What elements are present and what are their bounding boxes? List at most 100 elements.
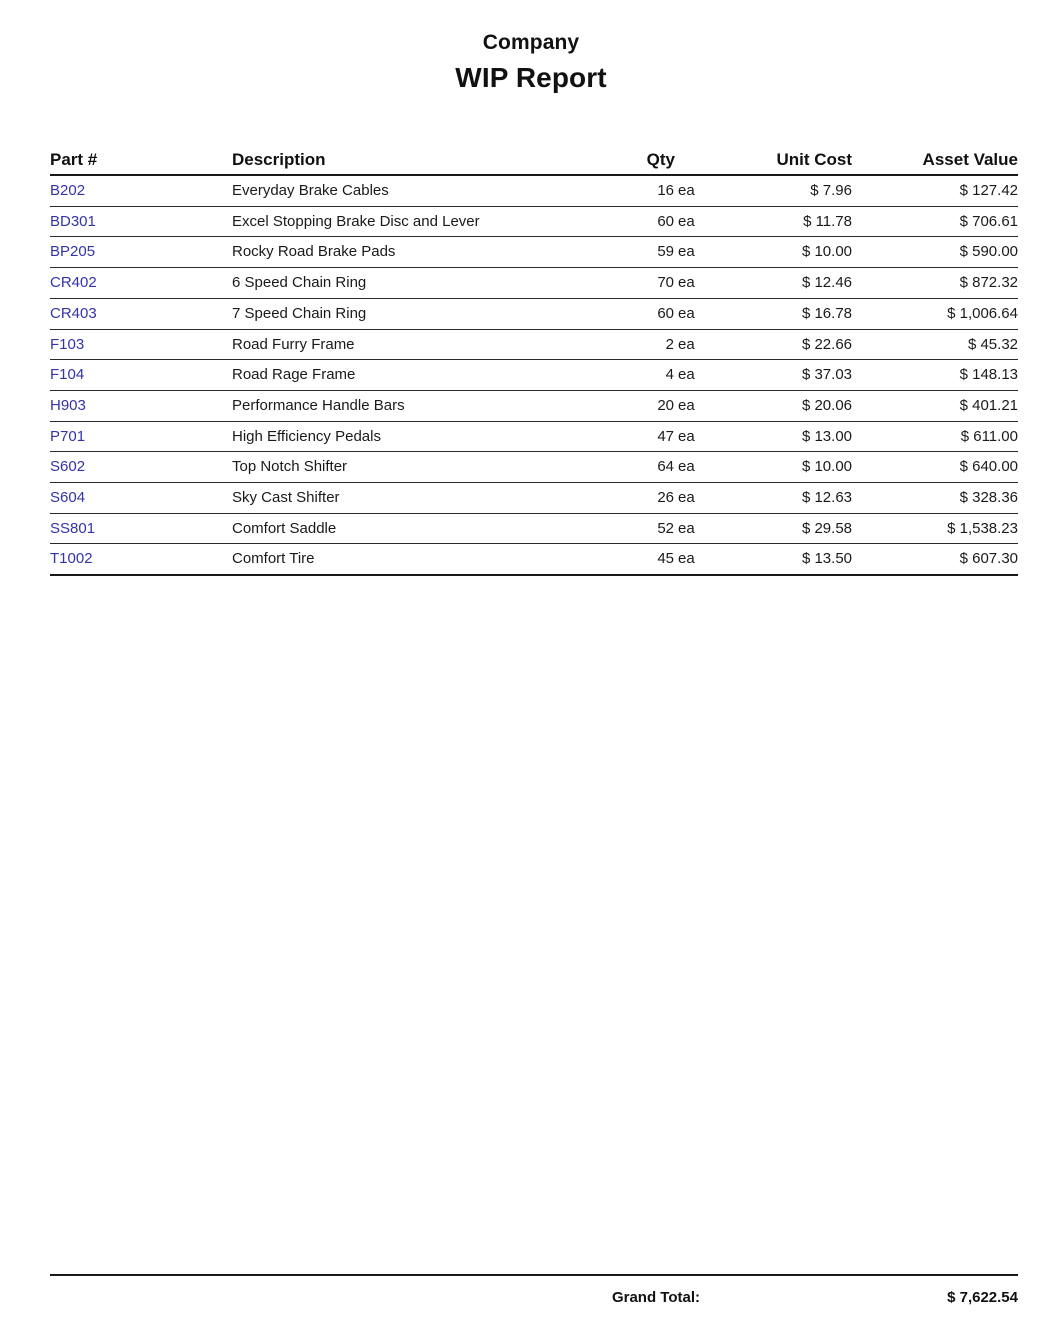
qty-unit: ea: [678, 427, 695, 445]
cell-part-number[interactable]: CR402: [50, 267, 227, 299]
cell-asset-value: $ 611.00: [852, 421, 1018, 453]
qty-unit: ea: [678, 366, 695, 384]
cell-asset-value: $ 127.42: [852, 175, 1018, 207]
cell-part-number[interactable]: CR403: [50, 298, 227, 330]
cell-part-number[interactable]: F103: [50, 329, 227, 361]
table-row: B202 Everyday Brake Cables 16 ea $ 7.96 $ 127…: [50, 175, 1018, 207]
table-header: Part # Description Qty Unit Cost Asset V…: [50, 146, 1018, 176]
cell-qty: 59 ea: [567, 236, 712, 269]
cell-description: Comfort Tire: [227, 543, 567, 577]
cell-unit-cost: $ 11.78: [712, 206, 852, 238]
cell-asset-value: $ 872.32: [852, 267, 1018, 299]
table-row: BD301 Excel Stopping Brake Disc and Lever…: [50, 206, 1018, 238]
cell-part-number[interactable]: P701: [50, 421, 227, 453]
cell-description: Performance Handle Bars: [227, 390, 567, 422]
cell-part-number[interactable]: H903: [50, 390, 227, 422]
cell-asset-value: $ 328.36: [852, 482, 1018, 514]
qty-unit: ea: [678, 304, 695, 322]
table-row: S602 Top Notch Shifter 64 ea $ 10.00 $ 640.00: [50, 451, 1018, 484]
cell-unit-cost: $ 22.66: [712, 329, 852, 361]
qty-unit: ea: [678, 458, 695, 476]
cell-unit-cost: $ 37.03: [712, 359, 852, 391]
cell-part-number[interactable]: B202: [50, 175, 227, 207]
cell-part-number[interactable]: S604: [50, 482, 227, 514]
cell-asset-value: $ 148.13: [852, 359, 1018, 391]
wip-report-table: Part # Description Qty Unit Cost Asset V…: [50, 146, 1018, 577]
cell-qty: 26 ea: [567, 482, 712, 514]
table-row: F103 Road Furry Frame 2 ea $ 22.66 $ 45.32: [50, 329, 1018, 361]
column-header-unit-cost: Unit Cost: [712, 146, 852, 176]
grand-total-value: $ 7,622.54: [947, 1288, 1018, 1306]
cell-description: 7 Speed Chain Ring: [227, 298, 567, 330]
qty-value: 47: [657, 427, 674, 445]
table-row: BP205 Rocky Road Brake Pads 59 ea $ 10.00 $ 5…: [50, 236, 1018, 269]
qty-value: 16: [657, 182, 674, 199]
report-header: Company WIP Report: [0, 30, 1062, 96]
table-row: CR402 6 Speed Chain Ring 70 ea $ 12.46 $ 872.…: [50, 267, 1018, 299]
cell-part-number[interactable]: BP205: [50, 236, 227, 269]
cell-asset-value: $ 1,538.23: [852, 513, 1018, 545]
table-row: S604 Sky Cast Shifter 26 ea $ 12.63 $ 328.36: [50, 482, 1018, 514]
cell-asset-value: $ 607.30: [852, 543, 1018, 577]
qty-unit: ea: [678, 396, 695, 414]
cell-unit-cost: $ 10.00: [712, 236, 852, 269]
cell-qty: 20 ea: [567, 390, 712, 422]
cell-qty: 52 ea: [567, 513, 712, 545]
table-row: P701 High Efficiency Pedals 47 ea $ 13.00 $ 6…: [50, 421, 1018, 453]
cell-description: 6 Speed Chain Ring: [227, 267, 567, 299]
qty-unit: ea: [678, 489, 695, 507]
qty-value: 60: [657, 304, 674, 322]
qty-value: 59: [657, 243, 674, 261]
qty-unit: ea: [678, 212, 695, 230]
table-row: CR403 7 Speed Chain Ring 60 ea $ 16.78 $ 1,00…: [50, 298, 1018, 330]
cell-part-number[interactable]: S602: [50, 451, 227, 484]
cell-asset-value: $ 401.21: [852, 390, 1018, 422]
cell-description: Road Rage Frame: [227, 359, 567, 391]
cell-part-number[interactable]: T1002: [50, 543, 227, 577]
cell-unit-cost: $ 12.46: [712, 267, 852, 299]
cell-qty: 47 ea: [567, 421, 712, 453]
column-header-asset-value: Asset Value: [852, 146, 1018, 176]
cell-qty: 4 ea: [567, 359, 712, 391]
cell-qty: 60 ea: [567, 298, 712, 330]
cell-qty: 16 ea: [567, 175, 712, 207]
qty-value: 26: [657, 489, 674, 507]
grand-total-section: Grand Total: $ 7,622.54: [50, 1274, 1018, 1312]
cell-qty: 2 ea: [567, 329, 712, 361]
cell-description: Top Notch Shifter: [227, 451, 567, 484]
column-header-qty: Qty: [567, 146, 712, 176]
cell-unit-cost: $ 13.00: [712, 421, 852, 453]
qty-value: 52: [657, 519, 674, 537]
cell-description: Road Furry Frame: [227, 329, 567, 361]
cell-unit-cost: $ 10.00: [712, 451, 852, 484]
qty-value: 45: [657, 550, 674, 568]
cell-qty: 70 ea: [567, 267, 712, 299]
cell-asset-value: $ 45.32: [852, 329, 1018, 361]
table-row: H903 Performance Handle Bars 20 ea $ 20.06 $ …: [50, 390, 1018, 422]
cell-asset-value: $ 640.00: [852, 451, 1018, 484]
qty-unit: ea: [678, 550, 695, 568]
grand-total-label: Grand Total:: [611, 1288, 700, 1306]
column-header-part: Part #: [50, 146, 227, 176]
company-name: Company: [482, 31, 580, 54]
cell-part-number[interactable]: BD301: [50, 206, 227, 238]
table-row: SS801 Comfort Saddle 52 ea $ 29.58 $ 1,538.23: [50, 513, 1018, 545]
table-row: F104 Road Rage Frame 4 ea $ 37.03 $ 148.13: [50, 359, 1018, 391]
qty-unit: ea: [678, 274, 695, 292]
cell-part-number[interactable]: SS801: [50, 513, 227, 545]
qty-unit: ea: [678, 519, 695, 537]
qty-value: 60: [657, 212, 674, 230]
cell-asset-value: $ 706.61: [852, 206, 1018, 238]
qty-value: 4: [665, 366, 674, 384]
cell-description: Sky Cast Shifter: [227, 482, 567, 514]
cell-description: High Efficiency Pedals: [227, 421, 567, 453]
page-title: WIP Report: [455, 62, 607, 93]
qty-value: 70: [657, 274, 674, 292]
cell-unit-cost: $ 16.78: [712, 298, 852, 330]
table-body: B202 Everyday Brake Cables 16 ea $ 7.96 $ 127…: [50, 175, 1018, 577]
qty-value: 20: [657, 396, 674, 414]
cell-unit-cost: $ 13.50: [712, 543, 852, 577]
cell-unit-cost: $ 7.96: [712, 175, 852, 207]
cell-part-number[interactable]: F104: [50, 359, 227, 391]
